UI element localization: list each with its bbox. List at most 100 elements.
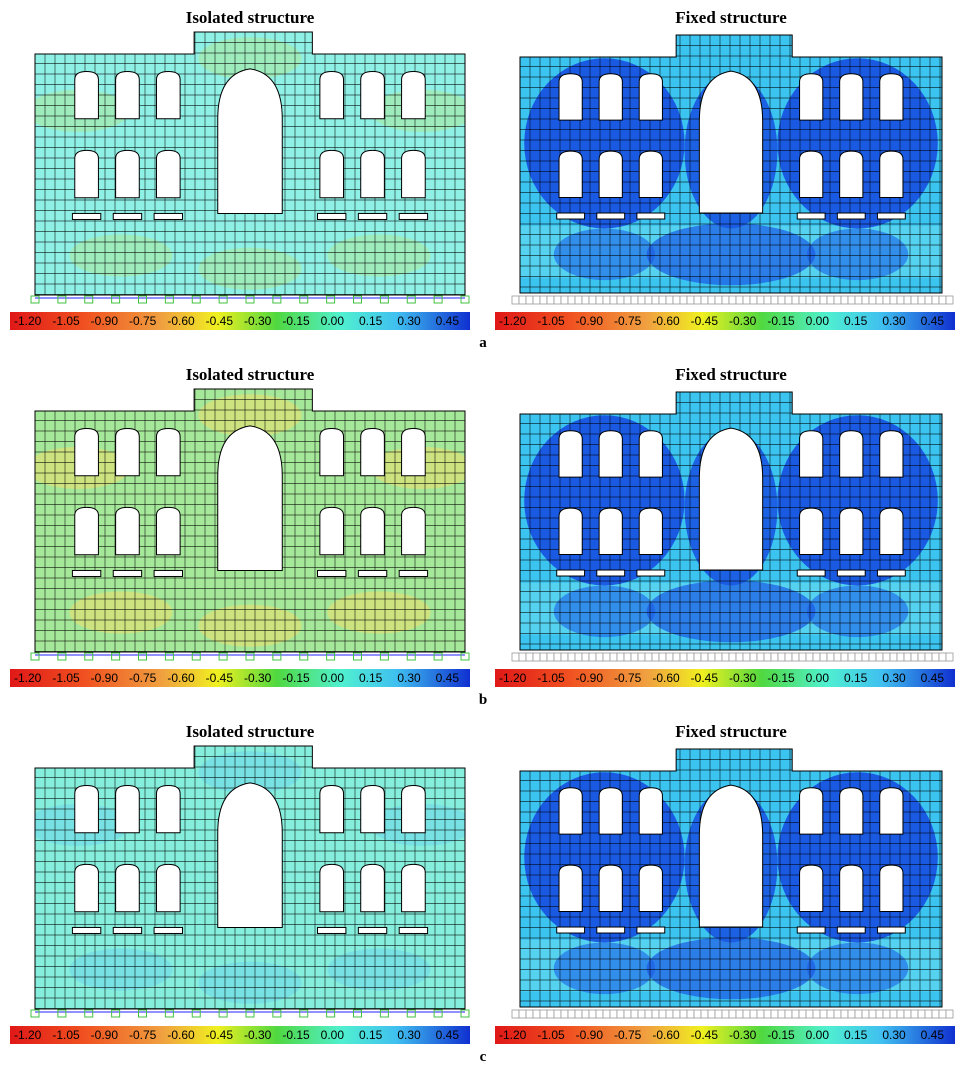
fixed-support: [918, 296, 925, 304]
fixed-support: [729, 296, 736, 304]
fixed-support: [519, 1010, 526, 1018]
fixed-support: [813, 1010, 820, 1018]
colorbar-label: -0.75: [129, 1028, 157, 1042]
window: [116, 150, 140, 197]
fixed-support: [841, 653, 848, 661]
fixed-support: [932, 1010, 939, 1018]
fixed-support: [806, 1010, 813, 1018]
window: [840, 431, 863, 477]
window: [361, 71, 385, 118]
fixed-support: [568, 296, 575, 304]
fixed-support: [547, 1010, 554, 1018]
fixed-support: [848, 653, 855, 661]
fixed-support: [855, 653, 862, 661]
contour-blob: [198, 605, 301, 647]
fixed-support: [876, 1010, 883, 1018]
fixed-support: [659, 296, 666, 304]
window: [639, 508, 662, 554]
panel: Isolated structure-1.20-1.05-0.90-0.75-0…: [10, 722, 474, 1044]
fixed-support: [645, 653, 652, 661]
colorbar-label: -0.15: [282, 1028, 310, 1042]
fixed-support: [883, 1010, 890, 1018]
colorbar-label: -1.20: [14, 671, 42, 685]
fixed-support: [869, 296, 876, 304]
arch-opening: [218, 426, 283, 571]
fixed-support: [904, 296, 911, 304]
fixed-support: [652, 1010, 659, 1018]
fixed-support: [645, 1010, 652, 1018]
arch-opening: [699, 428, 762, 570]
fixed-support: [848, 296, 855, 304]
sill: [113, 213, 141, 219]
fixed-support: [750, 296, 757, 304]
colorbar-label: 0.00: [806, 1028, 830, 1042]
window: [402, 864, 426, 911]
fixed-support: [694, 296, 701, 304]
sill: [597, 927, 625, 933]
window: [75, 507, 99, 554]
colorbar-label: -0.90: [576, 314, 604, 328]
colorbar-label: -1.20: [14, 1028, 42, 1042]
fixed-support: [673, 296, 680, 304]
window: [361, 150, 385, 197]
fixed-support: [680, 1010, 687, 1018]
colorbar-label: -0.75: [614, 671, 642, 685]
fixed-support: [743, 296, 750, 304]
colorbar-label: 0.30: [397, 671, 421, 685]
window: [320, 71, 344, 118]
colorbar-label: -0.45: [206, 314, 234, 328]
fixed-support: [813, 296, 820, 304]
window: [75, 785, 99, 832]
fixed-support: [701, 296, 708, 304]
colorbar-label: 0.30: [882, 1028, 906, 1042]
panel-title: Fixed structure: [675, 8, 787, 27]
fixed-support: [736, 653, 743, 661]
fixed-support: [876, 296, 883, 304]
fixed-support: [708, 1010, 715, 1018]
sill: [797, 927, 825, 933]
fixed-support: [645, 296, 652, 304]
colorbar-label: 0.00: [321, 671, 345, 685]
colorbar-label: -0.30: [729, 314, 757, 328]
window: [599, 74, 622, 120]
sill: [399, 570, 427, 576]
sill: [318, 927, 346, 933]
fixed-support: [624, 1010, 631, 1018]
sill: [154, 927, 182, 933]
window: [840, 865, 863, 911]
sill: [399, 213, 427, 219]
window: [156, 785, 180, 832]
fixed-support: [855, 296, 862, 304]
colorbar-label: -1.05: [52, 671, 80, 685]
window: [639, 151, 662, 197]
colorbar-label: -0.45: [691, 314, 719, 328]
window: [599, 431, 622, 477]
fixed-support: [778, 296, 785, 304]
fixed-support: [610, 1010, 617, 1018]
window: [800, 508, 823, 554]
fixed-support: [834, 296, 841, 304]
fixed-support: [631, 1010, 638, 1018]
window: [599, 788, 622, 834]
window: [402, 71, 426, 118]
fixed-support: [813, 653, 820, 661]
window: [599, 508, 622, 554]
fixed-support: [799, 1010, 806, 1018]
fixed-support: [911, 653, 918, 661]
fixed-support: [757, 1010, 764, 1018]
window: [320, 428, 344, 475]
window: [880, 865, 903, 911]
fixed-support: [617, 1010, 624, 1018]
fixed-support: [827, 296, 834, 304]
window: [156, 864, 180, 911]
contour-blob: [807, 229, 908, 281]
window: [361, 428, 385, 475]
sill: [637, 213, 665, 219]
fixed-support: [519, 653, 526, 661]
fixed-support: [708, 653, 715, 661]
fixed-support: [827, 1010, 834, 1018]
fixed-support: [624, 296, 631, 304]
window: [559, 508, 582, 554]
fixed-support: [540, 653, 547, 661]
fixed-support: [785, 1010, 792, 1018]
